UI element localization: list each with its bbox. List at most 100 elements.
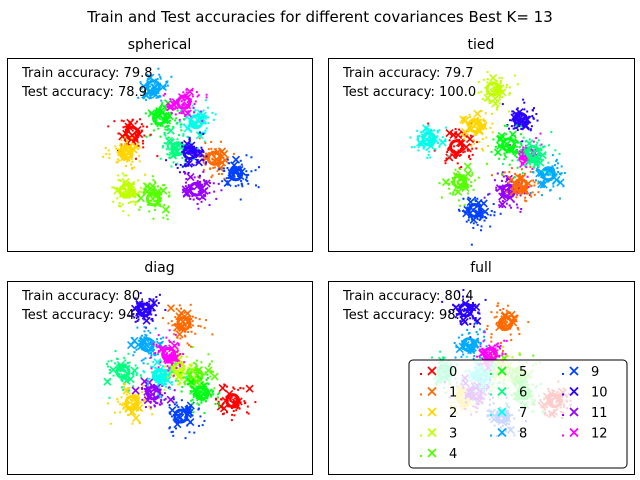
data-point	[442, 356, 445, 359]
data-point	[493, 211, 496, 214]
data-point	[160, 393, 163, 396]
data-point	[146, 397, 149, 400]
data-point	[471, 153, 474, 156]
data-point	[164, 92, 167, 95]
test-point	[245, 384, 254, 393]
test-point	[438, 138, 447, 147]
data-point	[191, 89, 194, 92]
data-point	[177, 383, 180, 386]
cluster-mean-marker	[228, 166, 244, 182]
data-point	[431, 356, 434, 359]
data-point	[214, 402, 217, 405]
legend-entry: 2	[420, 406, 457, 421]
data-point	[516, 326, 519, 329]
data-point	[142, 192, 145, 195]
test-point	[103, 377, 112, 386]
data-point	[486, 81, 489, 84]
data-point	[488, 99, 491, 102]
data-point	[203, 419, 206, 422]
data-point	[116, 150, 119, 153]
data-point	[478, 208, 481, 211]
data-point	[170, 351, 173, 354]
data-point	[143, 190, 146, 193]
data-point	[146, 362, 149, 365]
data-point	[527, 185, 530, 188]
data-point	[560, 165, 563, 168]
data-point	[486, 78, 489, 81]
data-point	[426, 156, 429, 159]
data-point	[193, 374, 196, 377]
data-point	[196, 376, 199, 379]
cluster-9	[457, 193, 502, 246]
legend-entry: 6	[490, 386, 527, 401]
data-point	[153, 200, 156, 203]
data-point	[164, 385, 167, 388]
data-point	[215, 197, 218, 200]
test-point	[461, 116, 470, 125]
data-point	[168, 113, 171, 116]
data-point	[457, 199, 460, 202]
data-point	[479, 229, 482, 232]
data-point	[537, 139, 540, 142]
data-point	[135, 372, 138, 375]
data-point	[480, 110, 483, 113]
data-point	[169, 98, 172, 101]
data-point	[240, 163, 243, 166]
data-point	[518, 146, 521, 149]
data-point	[141, 398, 144, 401]
data-point	[196, 180, 199, 183]
data-point	[469, 158, 472, 161]
data-point	[517, 141, 520, 144]
data-point	[504, 323, 507, 326]
data-point	[513, 74, 516, 77]
data-point	[535, 143, 538, 146]
data-point	[514, 154, 517, 157]
data-point	[193, 176, 196, 179]
data-point	[549, 188, 552, 191]
data-point	[135, 348, 138, 351]
data-point	[182, 111, 185, 114]
data-point	[552, 185, 555, 188]
legend-marker	[427, 386, 437, 397]
cluster-mean-marker	[118, 145, 134, 161]
data-point	[467, 192, 470, 195]
data-point	[159, 361, 162, 364]
data-point	[170, 165, 173, 168]
data-point	[151, 371, 154, 374]
data-point	[174, 106, 177, 109]
data-point	[536, 168, 539, 171]
data-point	[194, 100, 197, 103]
test-point	[166, 126, 175, 135]
data-point	[518, 353, 521, 356]
data-point	[197, 197, 200, 200]
data-point	[191, 324, 194, 327]
data-point	[197, 149, 200, 152]
data-point	[498, 96, 501, 99]
legend-marker	[427, 366, 437, 376]
data-point	[122, 210, 125, 213]
data-point	[508, 127, 511, 130]
test-point	[185, 87, 194, 96]
data-point	[164, 308, 167, 311]
data-point	[529, 163, 532, 166]
data-point	[183, 334, 186, 337]
data-point	[210, 147, 213, 150]
cluster-7	[135, 356, 188, 399]
data-point	[221, 413, 224, 416]
data-point	[119, 403, 122, 406]
data-point	[180, 123, 183, 126]
data-point	[176, 162, 179, 165]
data-point	[168, 148, 171, 151]
data-point	[481, 347, 484, 350]
data-point	[202, 161, 205, 164]
data-point	[124, 136, 127, 139]
data-point	[175, 350, 178, 353]
data-point	[487, 193, 490, 196]
test-point	[155, 340, 165, 349]
data-point	[151, 365, 154, 368]
data-point	[472, 226, 475, 229]
data-point	[520, 115, 523, 118]
data-point	[152, 298, 155, 301]
data-point	[172, 125, 175, 128]
data-point	[447, 148, 450, 151]
